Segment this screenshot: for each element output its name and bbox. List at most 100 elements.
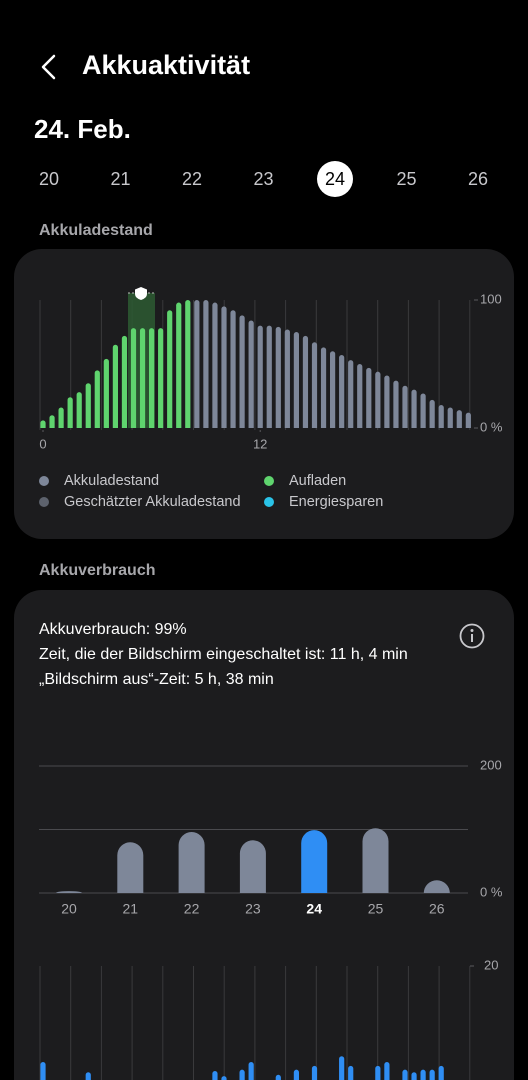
bar	[58, 407, 64, 428]
legend-dot	[39, 476, 49, 486]
bar	[121, 335, 128, 428]
bar[interactable]	[56, 891, 82, 893]
legend-label: Energiesparen	[289, 494, 383, 510]
section-title: Akkuladestand	[39, 222, 153, 239]
bar	[293, 1069, 299, 1080]
bar	[366, 367, 372, 428]
info-icon[interactable]	[459, 623, 485, 649]
bar	[447, 407, 453, 428]
bar	[67, 397, 73, 428]
x-tick-label: 25	[368, 901, 384, 917]
day[interactable]: 24	[325, 169, 345, 189]
bar[interactable]	[239, 840, 266, 893]
y-tick-label: 0 %	[480, 884, 503, 899]
x-tick-label: 0	[39, 436, 46, 451]
bar	[429, 1069, 435, 1080]
bar	[375, 371, 381, 428]
bar	[411, 389, 417, 428]
legend-label: Aufladen	[289, 473, 346, 489]
bar[interactable]	[301, 830, 328, 893]
y-tick-label: 200	[480, 757, 502, 772]
bar	[348, 360, 354, 428]
day[interactable]: 21	[110, 169, 130, 189]
bar	[230, 310, 236, 428]
usage-line: Zeit, die der Bildschirm eingeschaltet i…	[39, 646, 408, 663]
bar	[103, 358, 109, 428]
x-tick-label: 21	[123, 901, 139, 917]
bar[interactable]	[178, 832, 205, 893]
bar	[149, 328, 155, 428]
bar	[384, 375, 390, 428]
x-tick-label: 26	[429, 901, 445, 917]
bar	[393, 380, 399, 428]
usage-line: „Bildschirm aus“-Zeit: 5 h, 38 min	[39, 671, 274, 688]
bar	[203, 300, 209, 428]
legend-label: Akkuladestand	[64, 473, 159, 489]
bar	[248, 320, 254, 428]
bar	[76, 392, 82, 428]
bar	[239, 1069, 245, 1080]
usage-line: Akkuverbrauch: 99%	[39, 621, 187, 638]
bar	[112, 344, 118, 428]
bar	[139, 328, 146, 428]
bar	[420, 393, 426, 428]
y-tick-label: 20	[484, 957, 498, 972]
bar	[275, 326, 281, 428]
bar	[212, 1071, 218, 1080]
bar	[438, 404, 444, 428]
charging-icon	[135, 287, 147, 300]
bar	[212, 302, 218, 428]
info-icon-dot	[470, 629, 474, 632]
x-tick-label: 23	[245, 901, 261, 917]
bar	[257, 325, 263, 428]
bar	[348, 1065, 354, 1080]
bar	[339, 355, 345, 428]
bar	[266, 325, 272, 428]
day[interactable]: 25	[396, 169, 416, 189]
day-selected	[317, 161, 353, 197]
card	[14, 590, 514, 1080]
section-title: Akkuverbrauch	[39, 562, 156, 579]
bar	[176, 302, 182, 428]
date-heading: 24. Feb.	[34, 114, 131, 144]
bar	[375, 1065, 381, 1080]
day[interactable]: 23	[253, 169, 273, 189]
bar	[94, 370, 100, 428]
day[interactable]: 20	[39, 169, 59, 189]
page-title: Akkuaktivität	[82, 50, 250, 80]
bar	[311, 1065, 318, 1080]
bar	[402, 385, 408, 428]
day[interactable]: 26	[468, 169, 488, 189]
bar	[293, 331, 299, 428]
bar	[320, 347, 327, 428]
bar	[221, 306, 227, 428]
bar	[40, 1062, 46, 1080]
bar	[411, 1072, 417, 1080]
bar	[284, 329, 290, 428]
bar	[357, 363, 363, 428]
bar	[85, 383, 91, 428]
bar	[85, 1072, 91, 1080]
bar[interactable]	[362, 828, 389, 893]
bar	[402, 1069, 408, 1080]
bar[interactable]	[423, 880, 450, 893]
legend-dot	[264, 497, 274, 507]
back-button[interactable]	[41, 54, 56, 80]
bar	[275, 1074, 281, 1080]
day[interactable]: 22	[182, 169, 202, 189]
bar	[194, 300, 200, 428]
bar	[185, 300, 191, 428]
bar[interactable]	[117, 842, 144, 893]
bar	[302, 335, 309, 428]
bar	[429, 399, 435, 428]
y-tick-label: 0 %	[480, 419, 503, 434]
bar	[330, 351, 336, 428]
x-tick-label: 12	[253, 436, 267, 451]
legend-label: Geschätzter Akkuladestand	[64, 494, 241, 510]
bar	[158, 328, 164, 428]
x-tick-label: 24	[306, 901, 322, 917]
bar	[130, 328, 137, 428]
bar	[239, 315, 245, 428]
x-tick-label: 20	[61, 901, 77, 917]
bar	[167, 310, 173, 428]
